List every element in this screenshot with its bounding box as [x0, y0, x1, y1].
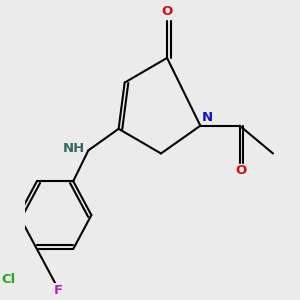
Text: F: F [53, 284, 63, 298]
Text: NH: NH [63, 142, 85, 155]
Text: O: O [236, 164, 247, 177]
Text: Cl: Cl [2, 273, 16, 286]
Text: N: N [202, 111, 213, 124]
Text: O: O [161, 5, 173, 18]
